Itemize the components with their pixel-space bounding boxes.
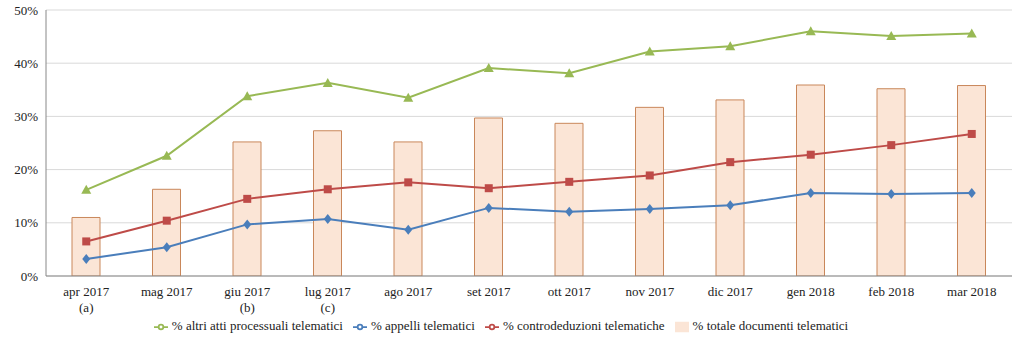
html-text:% controdeduzioni telematiche: % controdeduzioni telematiche — [502, 318, 665, 333]
svg-text:40%: 40% — [14, 56, 38, 71]
svg-text:(c): (c) — [321, 300, 335, 315]
svg-text:30%: 30% — [14, 109, 38, 124]
html-text:% appelli telematici: % appelli telematici — [370, 318, 475, 333]
svg-text:gen 2018: gen 2018 — [787, 284, 835, 299]
svg-text:(a): (a) — [79, 300, 93, 315]
svg-text:ago 2017: ago 2017 — [384, 284, 433, 299]
svg-text:dic 2017: dic 2017 — [708, 284, 754, 299]
svg-text:20%: 20% — [14, 162, 38, 177]
svg-text:mar 2018: mar 2018 — [947, 284, 996, 299]
svg-text:ott 2017: ott 2017 — [548, 284, 591, 299]
svg-text:apr 2017: apr 2017 — [63, 284, 109, 299]
svg-text:10%: 10% — [14, 215, 38, 230]
svg-text:0%: 0% — [21, 269, 39, 284]
svg-text:feb 2018: feb 2018 — [868, 284, 914, 299]
html-text:% totale documenti telematici: % totale documenti telematici — [692, 318, 849, 333]
svg-text:lug 2017: lug 2017 — [305, 284, 351, 299]
svg-text:nov 2017: nov 2017 — [625, 284, 674, 299]
svg-text:set 2017: set 2017 — [467, 284, 511, 299]
svg-text:mag 2017: mag 2017 — [141, 284, 193, 299]
html-text:% altri atti processuali telem: % altri atti processuali telematici — [171, 318, 343, 333]
svg-text:50%: 50% — [14, 3, 38, 18]
svg-text:(b): (b) — [240, 300, 255, 315]
svg-text:giu 2017: giu 2017 — [224, 284, 270, 299]
